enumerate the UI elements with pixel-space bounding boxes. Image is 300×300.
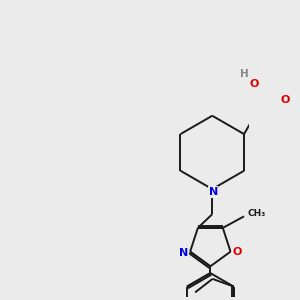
Text: N: N xyxy=(179,248,188,258)
Text: O: O xyxy=(281,95,290,105)
Text: O: O xyxy=(232,247,242,257)
Text: CH₃: CH₃ xyxy=(248,209,266,218)
Text: O: O xyxy=(249,79,258,89)
Text: N: N xyxy=(208,187,218,197)
Text: H: H xyxy=(240,69,248,79)
